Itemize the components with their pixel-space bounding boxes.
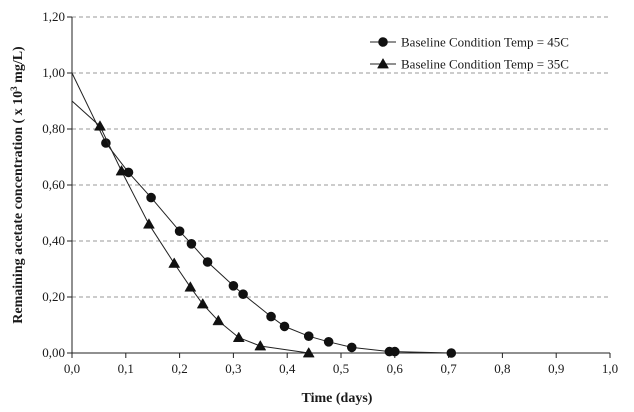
x-tick-label: 0,7 bbox=[440, 361, 457, 376]
series-1-point bbox=[446, 348, 457, 358]
x-tick-label: 0,8 bbox=[494, 361, 510, 376]
x-tick-label: 0,9 bbox=[548, 361, 564, 376]
x-tick-label: 0,4 bbox=[279, 361, 296, 376]
series-1-point bbox=[303, 331, 314, 342]
series-1-point bbox=[174, 226, 185, 236]
series-1-point bbox=[146, 192, 156, 203]
series-1-line bbox=[71, 72, 452, 354]
series-2 bbox=[71, 100, 315, 358]
series-1-point bbox=[390, 346, 400, 357]
series-2-point bbox=[94, 120, 106, 131]
legend: Baseline Condition Temp = 45C Baseline Co… bbox=[370, 35, 569, 72]
series-1 bbox=[71, 72, 457, 358]
x-tick-label: 0,2 bbox=[171, 361, 187, 376]
x-axis-title: Time (days) bbox=[302, 391, 373, 406]
x-tick-label: 0,0 bbox=[64, 361, 80, 376]
series-2-point bbox=[232, 331, 245, 342]
legend-label: Baseline Condition Temp = 35C bbox=[401, 57, 569, 72]
y-tick-label: 0,60 bbox=[42, 177, 65, 192]
y-tick-label: 1,20 bbox=[42, 9, 65, 24]
series-1-point bbox=[346, 342, 357, 353]
series-1-point bbox=[228, 281, 239, 291]
legend-item-2: Baseline Condition Temp = 35C bbox=[370, 57, 569, 72]
y-tick-label: 0,80 bbox=[42, 121, 65, 136]
y-axis-title-suffix: mg/L) bbox=[11, 46, 26, 86]
grid-layer bbox=[72, 16, 610, 298]
y-tick-label: 0,20 bbox=[42, 289, 65, 304]
series-2-point bbox=[115, 164, 128, 176]
series-1-point bbox=[279, 321, 290, 332]
x-tick-label: 1,0 bbox=[602, 361, 618, 376]
legend-label: Baseline Condition Temp = 45C bbox=[401, 35, 569, 50]
y-tick-label: 0,40 bbox=[42, 233, 65, 248]
y-axis-title-sup: 3 bbox=[9, 86, 19, 91]
y-tick-label: 0,00 bbox=[42, 345, 65, 360]
series-1-point bbox=[323, 337, 334, 347]
legend-marker bbox=[377, 57, 389, 69]
x-tick-label: 0,6 bbox=[387, 361, 404, 376]
series-2-point bbox=[184, 281, 197, 292]
axes-layer: 0,00 0,20 0,40 0,60 0,80 1,00 1,20 0,0 0,1 0,2 0,3… bbox=[42, 9, 618, 376]
y-axis-title: Remaining acetate concentration ( x 103 … bbox=[9, 46, 26, 324]
legend-marker bbox=[378, 37, 388, 47]
y-tick-label: 1,00 bbox=[42, 65, 65, 80]
series-2-point bbox=[168, 257, 181, 268]
x-tick-label: 0,1 bbox=[118, 361, 134, 376]
series-2-point bbox=[302, 346, 315, 358]
series-1-point bbox=[238, 289, 248, 300]
series-1-point bbox=[101, 138, 111, 148]
series-1-point bbox=[186, 239, 197, 249]
series-1-point bbox=[202, 257, 213, 267]
series-layer bbox=[71, 72, 457, 358]
y-axis-title-prefix: Remaining acetate concentration ( x 10 bbox=[11, 91, 26, 324]
series-1-point bbox=[266, 311, 276, 322]
legend-item-1: Baseline Condition Temp = 45C bbox=[370, 35, 569, 50]
series-2-point bbox=[143, 218, 155, 229]
x-tick-label: 0,3 bbox=[225, 361, 241, 376]
series-2-point bbox=[254, 339, 267, 351]
x-tick-label: 0,5 bbox=[333, 361, 349, 376]
series-2-point bbox=[212, 314, 225, 326]
series-2-point bbox=[196, 297, 209, 309]
